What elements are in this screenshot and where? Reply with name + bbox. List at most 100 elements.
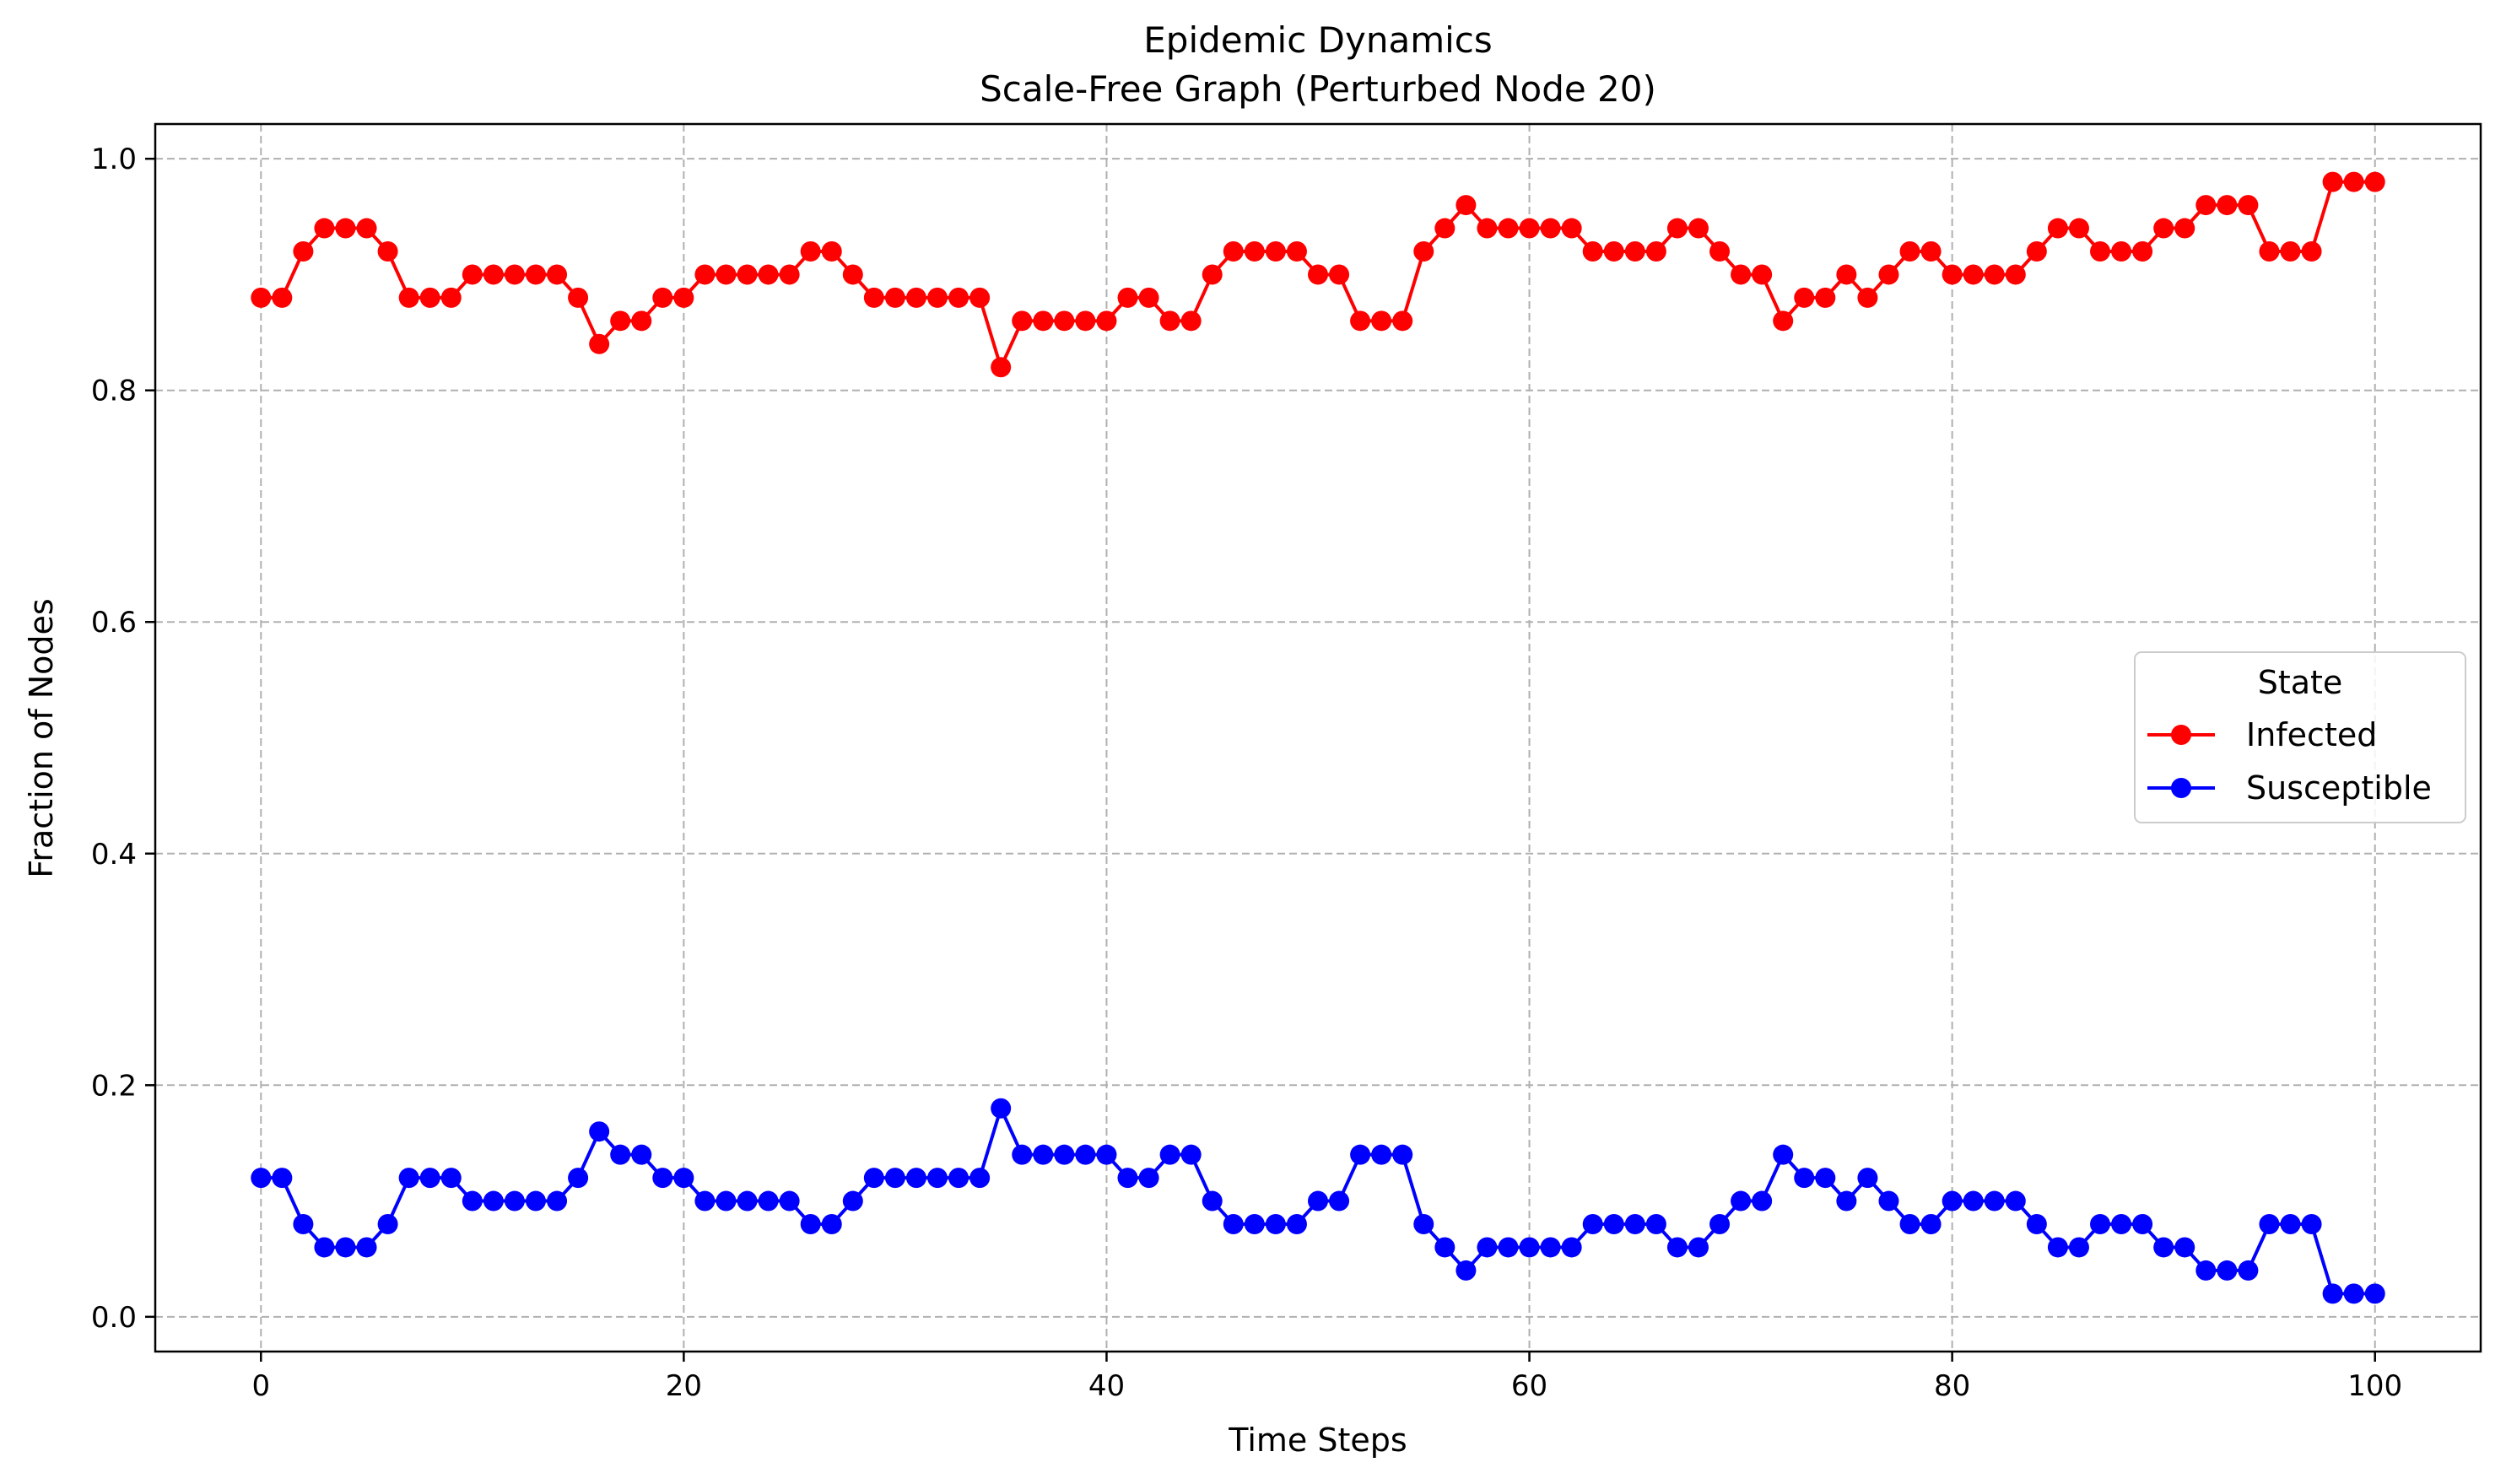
- susceptible-data-point: [1371, 1144, 1392, 1165]
- susceptible-data-point: [2280, 1214, 2301, 1235]
- infected-data-point: [2174, 218, 2195, 239]
- y-tick-label: 0.2: [91, 1069, 137, 1103]
- susceptible-data-point: [1857, 1168, 1878, 1189]
- infected-data-point: [1434, 218, 1456, 239]
- susceptible-data-point: [969, 1168, 991, 1189]
- susceptible-data-point: [1624, 1214, 1645, 1235]
- susceptible-data-point: [1413, 1214, 1434, 1235]
- infected-data-point: [293, 240, 314, 262]
- infected-data-point: [335, 218, 356, 239]
- infected-data-point: [2280, 240, 2301, 262]
- susceptible-data-point: [1223, 1214, 1244, 1235]
- susceptible-data-point: [1456, 1260, 1477, 1281]
- infected-data-point: [1920, 240, 1942, 262]
- susceptible-data-point: [1540, 1237, 1561, 1258]
- susceptible-data-point: [2026, 1214, 2047, 1235]
- infected-data-point: [1244, 240, 1265, 262]
- susceptible-data-point: [694, 1190, 716, 1211]
- infected-data-point: [758, 264, 779, 285]
- infected-data-point: [377, 240, 398, 262]
- susceptible-data-point: [356, 1237, 377, 1258]
- infected-data-point: [1477, 218, 1498, 239]
- infected-data-point: [800, 240, 821, 262]
- susceptible-data-point: [1434, 1237, 1456, 1258]
- infected-data-point: [2047, 218, 2068, 239]
- y-tick-label: 0.0: [91, 1301, 137, 1335]
- infected-data-point: [272, 287, 293, 308]
- susceptible-data-point: [525, 1190, 546, 1211]
- infected-data-point: [398, 287, 419, 308]
- susceptible-data-point: [1836, 1190, 1857, 1211]
- x-tick-label: 60: [1511, 1369, 1547, 1403]
- infected-data-point: [2005, 264, 2026, 285]
- infected-data-point: [737, 264, 758, 285]
- infected-data-point: [1561, 218, 1582, 239]
- susceptible-data-point: [483, 1190, 504, 1211]
- infected-data-point: [1308, 264, 1328, 285]
- infected-data-point: [1413, 240, 1434, 262]
- infected-data-point: [547, 264, 568, 285]
- infected-data-point: [991, 357, 1012, 378]
- susceptible-data-point: [462, 1190, 483, 1211]
- susceptible-data-point: [842, 1190, 863, 1211]
- susceptible-data-point: [2195, 1260, 2217, 1281]
- susceptible-data-point: [948, 1168, 969, 1189]
- susceptible-data-point: [314, 1237, 335, 1258]
- infected-data-point: [1603, 240, 1624, 262]
- y-tick-label: 0.4: [91, 838, 137, 872]
- infected-data-point: [1942, 264, 1963, 285]
- susceptible-data-point: [1159, 1144, 1180, 1165]
- infected-data-point: [1054, 310, 1075, 332]
- infected-data-point: [1666, 218, 1688, 239]
- infected-data-point: [652, 287, 673, 308]
- infected-data-point: [716, 264, 737, 285]
- susceptible-data-point: [1773, 1144, 1794, 1165]
- infected-data-point: [1075, 310, 1096, 332]
- infected-data-point: [1159, 310, 1180, 332]
- susceptible-data-point: [2301, 1214, 2322, 1235]
- infected-data-point: [1794, 287, 1815, 308]
- susceptible-data-point: [2322, 1283, 2343, 1304]
- susceptible-data-point: [758, 1190, 779, 1211]
- infected-data-point: [631, 310, 652, 332]
- susceptible-data-point: [1265, 1214, 1286, 1235]
- susceptible-data-point: [1350, 1144, 1371, 1165]
- susceptible-data-point: [673, 1168, 694, 1189]
- susceptible-data-point: [2132, 1214, 2153, 1235]
- infected-data-point: [2090, 240, 2111, 262]
- susceptible-data-point: [927, 1168, 948, 1189]
- susceptible-data-point: [1603, 1214, 1624, 1235]
- susceptible-data-point: [1794, 1168, 1815, 1189]
- susceptible-data-point: [1731, 1190, 1752, 1211]
- infected-data-point: [927, 287, 948, 308]
- x-axis-label: Time Steps: [1228, 1422, 1407, 1459]
- susceptible-data-point: [1984, 1190, 2005, 1211]
- susceptible-data-point: [2174, 1237, 2195, 1258]
- legend-infected-marker: [2171, 725, 2191, 745]
- susceptible-data-point: [1054, 1144, 1075, 1165]
- susceptible-data-point: [652, 1168, 673, 1189]
- susceptible-data-point: [2259, 1214, 2280, 1235]
- infected-data-point: [419, 287, 440, 308]
- y-tick-label: 1.0: [91, 143, 137, 176]
- legend-title: State: [2258, 664, 2343, 701]
- infected-data-point: [2195, 195, 2217, 216]
- infected-data-point: [863, 287, 884, 308]
- infected-data-point: [1731, 264, 1752, 285]
- susceptible-data-point: [1561, 1237, 1582, 1258]
- infected-data-point: [568, 287, 589, 308]
- infected-data-point: [1688, 218, 1709, 239]
- infected-data-point: [1878, 264, 1899, 285]
- x-tick-label: 100: [2347, 1369, 2402, 1403]
- susceptible-data-point: [1582, 1214, 1603, 1235]
- infected-data-point: [2343, 171, 2364, 192]
- susceptible-data-point: [1180, 1144, 1202, 1165]
- chart-title: Epidemic Dynamics: [1143, 19, 1493, 61]
- susceptible-data-point: [504, 1190, 525, 1211]
- x-tick-label: 80: [1934, 1369, 1970, 1403]
- infected-data-point: [1012, 310, 1033, 332]
- legend-box: [2134, 651, 2466, 823]
- infected-data-point: [2238, 195, 2259, 216]
- susceptible-data-point: [800, 1214, 821, 1235]
